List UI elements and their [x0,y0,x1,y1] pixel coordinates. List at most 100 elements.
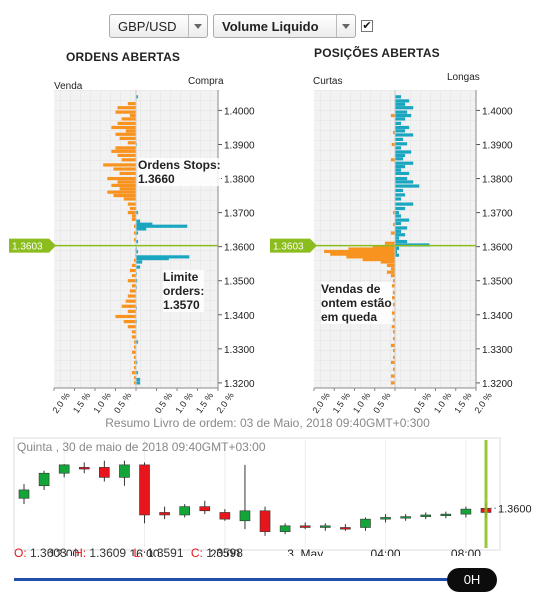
sell-bar-7 [125,129,136,133]
long-bar-34 [395,229,402,233]
ohlc-readout: O: 1.3603 H: 1.3609 L: 1.3591 C: 1.3598 [14,546,247,560]
long-bar-31 [395,218,410,222]
orders-right-label: Compra [188,76,224,87]
short-bar-0 [390,113,395,118]
sell-bar-46 [115,314,136,319]
positions-price-tick-label: 1.3800 [482,175,513,186]
short-bar-5 [392,222,395,227]
long-bar-8 [395,125,410,130]
chevron-down-icon [336,15,355,37]
candle-body [340,527,351,530]
mode-select[interactable]: Volume Liquido [213,14,356,38]
long-bar-6 [395,117,406,121]
long-bar-19 [395,168,402,172]
positions-pct-tick-label: 0.5 % [371,391,392,416]
ohlc-open-value: 1.3603 [30,546,67,560]
orders-price-tick-label: 1.4000 [224,106,255,117]
sell-bar-21 [119,187,136,191]
short-bar-6 [390,231,395,235]
positions-left-label: Curtas [313,76,343,87]
short-bar-20 [390,284,395,288]
positions-pct-tick-label: 0.5 % [412,391,433,416]
buy-bar-8 [136,239,139,244]
buy-bar-16 [136,279,138,283]
short-bar-17 [386,270,395,274]
pair-select[interactable]: GBP/USD [109,14,208,38]
orders-price-tick-label: 1.3700 [224,209,255,220]
long-bar-37 [395,239,408,244]
orders-price-tick-label: 1.3800 [224,175,255,186]
short-bar-30 [392,348,395,353]
long-bar-11 [395,137,404,141]
candle-body [199,506,211,512]
time-slider-track[interactable] [14,578,466,581]
positions-bars [324,90,430,388]
positions-current-price-tag-arrow [310,238,317,253]
sell-bar-32 [133,238,136,242]
buy-bar-21 [136,360,138,365]
positions-price-tick-label: 1.3600 [482,243,513,254]
short-bar-14 [380,260,395,264]
summary-label: Resumo Livro de ordem: 03 de Maio, 2018 … [105,416,430,430]
short-bar-16 [390,267,395,271]
candle-body [299,525,311,528]
long-bar-12 [395,142,408,146]
sell-bar-16 [113,167,136,171]
positions-pct-tick-label: 1.5 % [452,391,473,416]
mode-select-value: Volume Liquido [222,19,319,34]
limits-annotation-line1: Limite [163,270,199,284]
short-bar-13 [362,258,395,262]
limits-annotation-line2: orders: [163,284,205,298]
sell-bar-44 [121,304,136,308]
candle-body [259,510,271,532]
time-tick-label: 16:00 [130,547,160,556]
sell-bar-20 [111,183,136,187]
candle-body [179,506,190,516]
short-bar-18 [390,274,395,278]
sell-bar-48 [127,325,136,329]
buy-bar-2 [136,211,139,215]
sell-bar-39 [127,279,136,283]
positions-annotation-line3: em queda [321,310,378,324]
buy-bar-22 [136,371,139,375]
long-bar-41 [395,253,400,257]
buy-bar-13 [136,260,143,264]
short-bar-31 [392,355,395,359]
short-bar-33 [392,367,395,371]
candle-body [139,464,150,516]
orders-price-tick-label: 1.3900 [224,140,255,151]
sell-bar-37 [129,268,136,273]
ohlc-low-key: L: [133,546,144,560]
sell-bar-47 [123,319,136,324]
long-bar-3 [395,106,414,110]
long-bar-0 [395,95,402,99]
candle-body [119,464,130,478]
sell-bar-38 [131,274,136,278]
short-bar-22 [391,296,395,300]
candle-body [320,525,331,528]
ohlc-high-key: H: [74,546,87,560]
orders-title: ORDENS ABERTAS [66,50,181,64]
long-bar-28 [395,206,406,211]
period-button[interactable]: 0H [447,568,497,592]
toggle-checkbox[interactable]: ✔ [361,20,373,32]
sell-bar-57 [131,371,136,375]
positions-right-label: Longas [447,72,480,83]
sell-bar-29 [131,217,136,222]
long-bar-10 [395,133,414,137]
positions-price-tick-label: 1.3400 [482,311,513,322]
time-tick-label: 3. May [287,547,323,556]
positions-pct-tick-label: 1.5 % [331,391,352,416]
long-bar-21 [395,176,408,181]
short-bar-19 [392,279,395,283]
orders-pct-tick-label: 1.5 % [194,391,215,416]
sell-bar-6 [111,125,136,130]
ohlc-low-value: 1.3591 [146,546,184,560]
sell-bar-24 [123,197,136,201]
sell-bar-4 [121,117,136,121]
sell-bar-55 [133,360,136,365]
stops-annotation: Ordens Stops: 1.3660 [138,158,221,186]
short-bar-11 [330,252,395,256]
candle-body [400,516,411,519]
sell-bar-58 [133,376,136,380]
